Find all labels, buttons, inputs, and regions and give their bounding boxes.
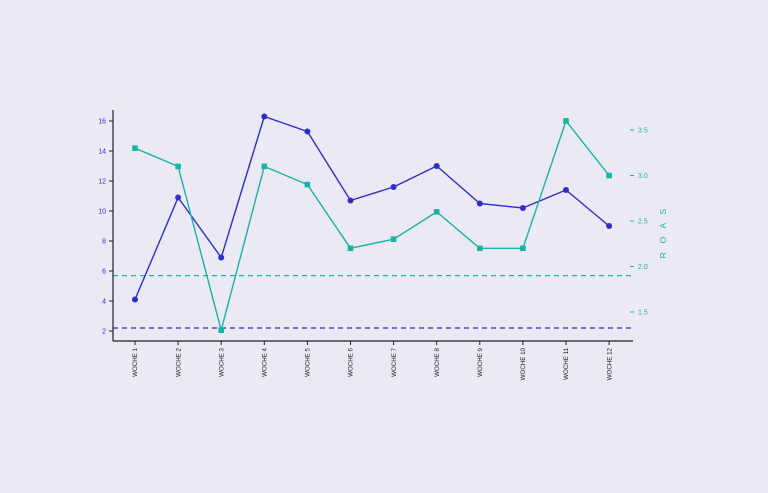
primary-series-point <box>519 205 526 211</box>
roas-series-point <box>606 172 612 179</box>
primary-series-point <box>433 163 440 169</box>
right-axis-tick-label: 3.5 <box>638 127 648 134</box>
left-axis-tick-label: 2 <box>102 328 106 335</box>
x-axis-category-label: WOCHE 11 <box>563 347 570 379</box>
x-axis-category-label: WOCHE 7 <box>391 347 398 376</box>
roas-series-point <box>390 236 397 242</box>
primary-series-point <box>390 184 397 190</box>
x-axis-category-label: WOCHE 2 <box>175 347 182 376</box>
right-axis-tick-label: 3.0 <box>638 173 648 180</box>
x-axis-category-label: WOCHE 9 <box>477 347 484 376</box>
roas-series-point <box>563 118 569 124</box>
reference-lines <box>113 274 633 329</box>
left-axis-tick-label: 4 <box>102 298 106 305</box>
left-axis-tick-label: 6 <box>102 268 106 275</box>
x-axis-category-label: WOCHE 6 <box>348 347 355 376</box>
roas-series-line <box>134 120 610 331</box>
right-axis-label: R O A S <box>658 206 668 259</box>
roas-series-point <box>520 245 526 252</box>
roas-series-point <box>304 181 311 188</box>
roas-series-point <box>218 327 224 333</box>
left-axis: 2 4 6 8 10 12 14 16 <box>98 110 114 341</box>
primary-series-line <box>134 115 610 300</box>
left-axis-tick-label: 10 <box>98 208 106 215</box>
primary-series-point <box>476 200 483 207</box>
roas-series-point <box>261 163 268 170</box>
right-axis-tick-label: 2.5 <box>638 218 648 225</box>
x-axis-category-label: WOCHE 4 <box>262 347 269 376</box>
primary-series-point <box>261 113 268 120</box>
right-axis-tick-label: 1.5 <box>638 309 648 316</box>
x-axis-category-label: WOCHE 8 <box>434 347 441 376</box>
primary-series-point <box>606 223 613 229</box>
primary-series-point <box>175 194 182 201</box>
roas-series-point <box>132 145 138 151</box>
series-layer <box>132 113 613 333</box>
left-axis-tick-label: 12 <box>98 178 106 185</box>
roas-series-point <box>433 209 440 215</box>
x-axis-category-label: WOCHE 12 <box>606 347 613 380</box>
right-axis: 1.5 2.0 2.5 3.0 3.5 <box>630 127 648 316</box>
x-axis-category-label: WOCHE 3 <box>218 347 225 376</box>
primary-series-point <box>347 197 354 204</box>
roas-series-point <box>477 245 483 252</box>
left-axis-tick-label: 16 <box>98 118 106 125</box>
primary-series-point <box>132 296 138 303</box>
x-axis: WOCHE 1 WOCHE 2 WOCHE 3 WOCHE 4 WOCHE 5 WOCHE… <box>113 340 633 380</box>
right-axis-tick-label: 2.0 <box>638 264 648 271</box>
x-axis-category-label: WOCHE 10 <box>520 347 527 380</box>
x-axis-category-label: WOCHE 5 <box>305 347 312 376</box>
left-axis-tick-label: 14 <box>98 148 106 155</box>
primary-series-point <box>304 128 311 135</box>
x-axis-category-label: WOCHE 1 <box>132 347 139 376</box>
left-axis-tick-label: 8 <box>102 238 106 245</box>
primary-series-point <box>563 187 569 193</box>
primary-series-point <box>218 254 225 261</box>
roas-series-point <box>347 245 354 252</box>
roas-series-point <box>175 163 181 170</box>
